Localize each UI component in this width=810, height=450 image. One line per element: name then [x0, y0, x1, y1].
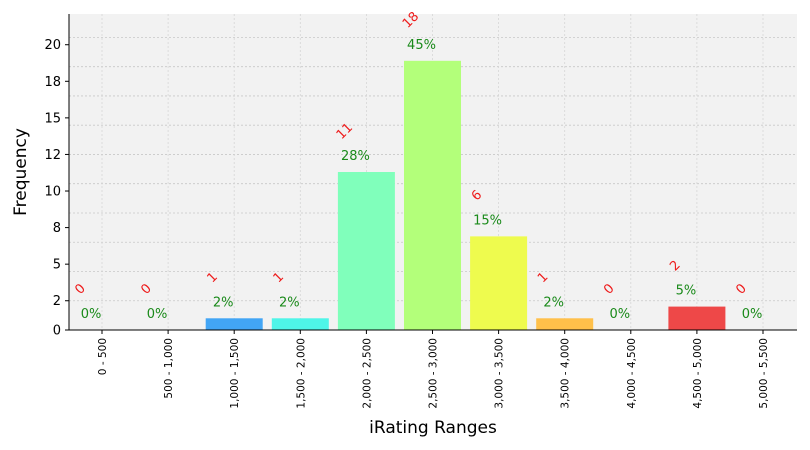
y-tick-label: 18 [44, 75, 61, 90]
percent-label: 0% [147, 307, 168, 322]
bar-1-000-1-500 [205, 318, 263, 330]
percent-label: 2% [279, 295, 300, 310]
bar-1-500-2-000 [271, 318, 329, 330]
bar-3-500-4-000 [536, 318, 594, 330]
percent-label: 5% [676, 284, 697, 299]
y-tick-label: 15 [44, 111, 61, 126]
y-tick-label: 10 [44, 185, 61, 200]
percent-label: 0% [81, 307, 102, 322]
y-tick-label: 0 [53, 324, 61, 339]
x-tick-label: 3,000 - 3,500 [494, 338, 506, 409]
bar-2-000-2-500 [337, 172, 395, 330]
percent-label: 15% [473, 213, 502, 228]
percent-label: 2% [543, 295, 564, 310]
x-tick-label: 1,500 - 2,000 [295, 338, 307, 409]
percent-label: 2% [213, 295, 234, 310]
x-tick-label: 2,500 - 3,000 [428, 338, 440, 409]
x-axis-ticks: 0 - 500 500 - 1,000 1,000 - 1,500 1,500 - 2… [97, 330, 770, 409]
y-tick-label: 20 [44, 38, 61, 53]
bar-3-000-3-500 [470, 236, 528, 330]
x-tick-label: 5,000 - 5,500 [758, 338, 770, 409]
y-tick-label: 12 [44, 148, 61, 163]
y-axis-title: Frequency [11, 128, 31, 216]
x-tick-label: 2,000 - 2,500 [361, 338, 373, 409]
y-tick-label: 2 [53, 294, 61, 309]
x-tick-label: 1,000 - 1,500 [229, 338, 241, 409]
percent-label: 0% [742, 307, 763, 322]
percent-label: 45% [407, 38, 436, 53]
y-axis-ticks: 0 2 5 8 10 12 15 18 20 [44, 38, 69, 339]
y-tick-label: 8 [53, 221, 61, 236]
x-tick-label: 4,000 - 4,500 [626, 338, 638, 409]
y-tick-label: 5 [53, 258, 61, 273]
x-tick-label: 500 - 1,000 [163, 338, 175, 399]
bar-4-500-5-000 [668, 306, 726, 330]
bar-2-500-3-000 [404, 60, 461, 330]
percent-label: 28% [341, 149, 370, 164]
x-axis-title: iRating Ranges [369, 418, 497, 438]
x-tick-label: 0 - 500 [97, 338, 109, 375]
bars [205, 60, 726, 330]
percent-label: 0% [609, 307, 630, 322]
x-tick-label: 4,500 - 5,000 [692, 338, 704, 409]
x-tick-label: 3,500 - 4,000 [560, 338, 572, 409]
